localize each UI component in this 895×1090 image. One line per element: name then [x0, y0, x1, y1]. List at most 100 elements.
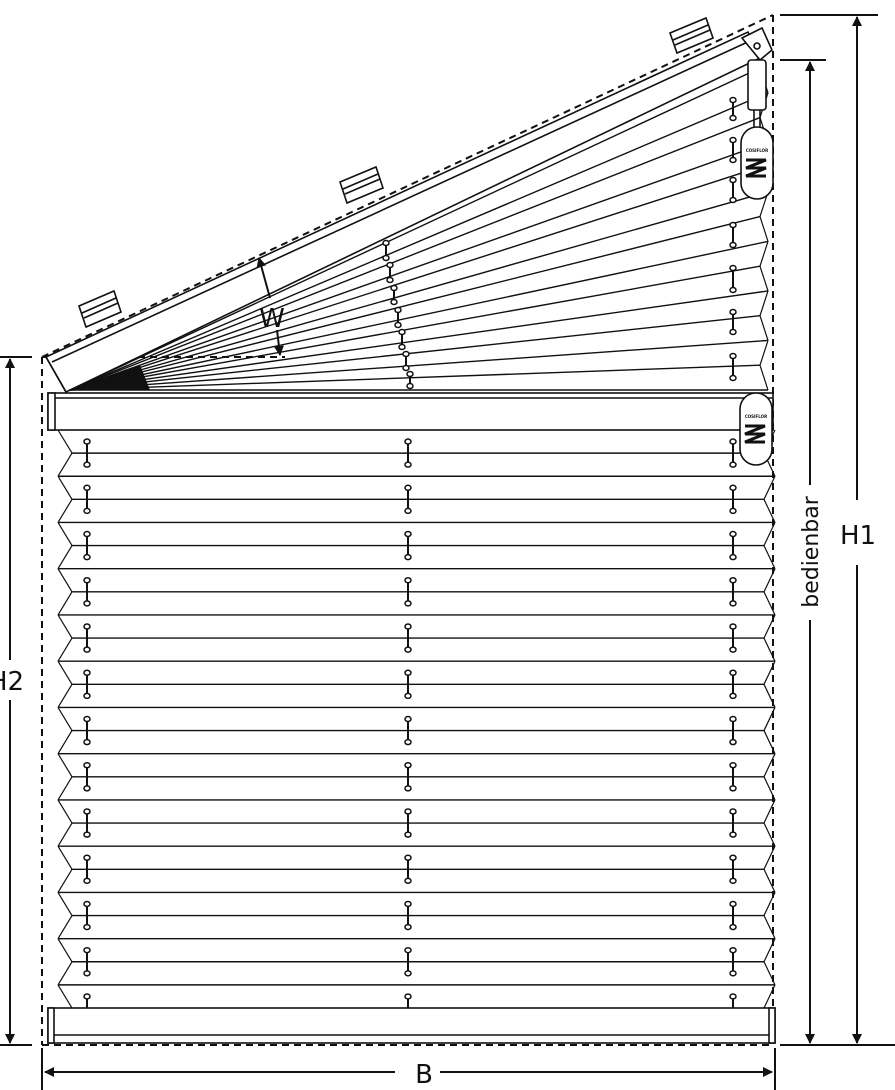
pleat-cord [394, 306, 402, 329]
pleat-edge-left [57, 938, 73, 963]
head-rail [47, 392, 774, 431]
pleat-edge-right [763, 869, 776, 893]
pleat-cord [404, 946, 412, 977]
upper-pleat-line [69, 166, 761, 391]
mounting-brackets [78, 16, 715, 329]
pleat-edge-right [763, 938, 776, 963]
pleat-cord [729, 715, 737, 746]
cord-operator [740, 26, 773, 128]
pleat-edge-right [763, 845, 776, 870]
pleat-fold-bundle [70, 365, 150, 390]
pleat-cord [404, 577, 412, 607]
pleat-cord [729, 854, 737, 885]
lower-pleats [57, 429, 776, 1023]
upper-pleat-line [69, 116, 761, 391]
pleat-edge-right [763, 568, 776, 593]
pleat-cord [729, 96, 737, 122]
upper-pleat-line [69, 67, 761, 391]
pleat-cord [404, 438, 412, 468]
dimension-operable-label: bedienbar [799, 495, 824, 608]
pleat-edge-left [57, 753, 73, 778]
upper-pleat-line [69, 339, 769, 391]
upper-pleat-edge [759, 265, 769, 292]
dimension-h1 [780, 14, 895, 1046]
window-outline [41, 14, 774, 1046]
pleat-cord [729, 308, 737, 336]
pleat-edge-left [57, 475, 73, 500]
pleat-edge-left [57, 429, 73, 454]
pleat-edge-right [763, 660, 776, 685]
upper-pleat-edge [759, 365, 769, 391]
pleat-cord [404, 854, 412, 885]
pleat-cord [729, 669, 737, 700]
pleat-edge-right [763, 499, 776, 523]
pleat-cord [729, 623, 737, 653]
pleat-cord [83, 761, 91, 792]
pleat-cord [83, 854, 91, 885]
upper-pleat-line [69, 265, 761, 391]
brand-logo-icon [744, 424, 766, 444]
pleat-cord [406, 370, 414, 390]
pleat-edge-right [763, 730, 776, 754]
upper-pleat-line [69, 240, 769, 391]
pleat-edge-left [57, 545, 73, 570]
upper-pleat-line [69, 314, 761, 391]
mounting-bracket [78, 289, 122, 329]
upper-pleat-line [69, 364, 761, 391]
pleat-edge-left [57, 845, 73, 870]
pleat-edge-left [57, 892, 73, 916]
pleat-edge-left [57, 452, 73, 477]
pleat-cord [83, 900, 91, 931]
pleat-cord [729, 438, 737, 468]
pleat-cord [404, 623, 412, 653]
pleat-edge-right [763, 915, 776, 939]
upper-pleat-edge [759, 241, 769, 267]
pleat-edge-right [763, 822, 776, 847]
upper-pleat-edge [759, 315, 769, 341]
upper-pleat-edge [759, 216, 769, 242]
lower-handle[interactable]: COSIFLOR [739, 392, 773, 466]
pleat-edge-right [763, 684, 776, 708]
pleat-cord [729, 946, 737, 977]
pleat-cord [390, 284, 398, 306]
pleat-edge-left [57, 614, 73, 639]
brand-logo-icon [745, 158, 767, 178]
upper-pleat-line [69, 215, 761, 391]
pleat-edge-right [763, 545, 776, 569]
pleat-cord [729, 530, 737, 561]
pleat-edge-left [57, 984, 73, 1009]
pleat-cord [404, 484, 412, 515]
upper-pleat-edge [759, 340, 769, 366]
pleat-cord [386, 261, 394, 284]
dimension-h1-label: H1 [840, 521, 876, 551]
pleat-cord [404, 715, 412, 746]
pleat-edge-left [57, 799, 73, 824]
pleat-cord [729, 900, 737, 931]
pleat-cord [83, 669, 91, 700]
pleat-edge-left [57, 822, 73, 847]
pleat-cord [402, 350, 410, 372]
pleat-edge-left [57, 961, 73, 986]
upper-pleat-line [69, 92, 769, 391]
pleat-edge-right [763, 753, 776, 778]
pleat-edge-left [57, 776, 73, 801]
bottom-rail [47, 1007, 776, 1044]
pleat-edge-right [763, 799, 776, 824]
upper-pleat-edge [759, 290, 769, 316]
pleat-edge-right [763, 984, 776, 1009]
pleat-cord [382, 239, 390, 262]
pleat-cord [729, 176, 737, 204]
pleat-cord [729, 761, 737, 792]
pleat-cord [83, 530, 91, 561]
pleat-cord [404, 761, 412, 792]
pleat-cord [404, 530, 412, 561]
pleat-cord [729, 136, 737, 164]
pleat-cord [404, 808, 412, 838]
pleat-cord [83, 438, 91, 468]
upper-handle[interactable]: COSIFLOR [740, 126, 774, 200]
pleat-edge-left [57, 868, 73, 893]
pleat-cord [398, 328, 406, 351]
upper-pleat-line [69, 141, 769, 391]
pleat-edge-left [57, 499, 73, 523]
pleat-edge-left [57, 707, 73, 731]
